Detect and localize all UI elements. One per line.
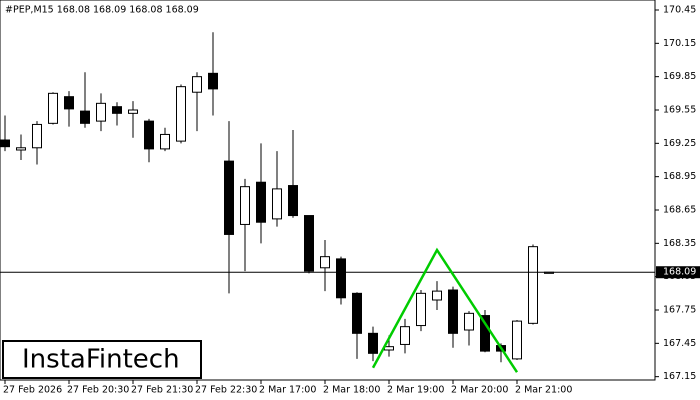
x-tick-label: 2 Mar 18:00 xyxy=(323,385,380,396)
candle-body xyxy=(160,133,170,150)
candle-body xyxy=(224,160,234,235)
candle-body xyxy=(480,315,490,352)
candle-body xyxy=(96,102,106,122)
pattern-line xyxy=(371,247,519,373)
y-tick-label: 169.55 xyxy=(663,105,696,116)
candle-body xyxy=(32,123,42,149)
y-tick-label: 168.65 xyxy=(663,205,696,216)
candle-body xyxy=(352,292,362,334)
candle-body xyxy=(336,258,346,299)
x-tick-label: 2 Mar 21:00 xyxy=(515,385,572,396)
candle-body xyxy=(80,110,90,124)
y-tick-label: 170.45 xyxy=(663,5,696,16)
candle-body xyxy=(16,147,26,151)
candle-body xyxy=(448,289,458,334)
candle-body xyxy=(288,185,298,217)
candle-body xyxy=(48,92,58,124)
watermark-box xyxy=(2,340,202,379)
candle-body xyxy=(112,106,122,114)
y-tick-label: 167.45 xyxy=(663,338,696,349)
candle-body xyxy=(320,256,330,269)
candle-body xyxy=(176,86,186,142)
x-tick-label: 2 Mar 17:00 xyxy=(259,385,316,396)
candle-body xyxy=(432,290,442,301)
candle-body xyxy=(400,326,410,345)
candle-body xyxy=(240,186,250,225)
watermark: InstaFintech xyxy=(22,345,180,375)
y-tick-label: 169.25 xyxy=(663,138,696,149)
plot-frame xyxy=(0,0,656,381)
y-tick-label: 167.75 xyxy=(663,305,696,316)
candle-body xyxy=(64,96,74,110)
y-tick-label: 170.15 xyxy=(663,38,696,49)
candle-body xyxy=(464,312,474,331)
x-tick-label: 2 Mar 20:00 xyxy=(451,385,508,396)
candle-body xyxy=(368,332,378,354)
last-price-box xyxy=(656,266,700,279)
candle-body xyxy=(0,139,10,148)
candle-body xyxy=(256,181,266,223)
x-tick-label: 27 Feb 2026 xyxy=(3,385,62,396)
candle-body xyxy=(192,76,202,93)
candle-body xyxy=(208,72,218,90)
chart-header: #PEP,M15 168.08 168.09 168.08 168.09 xyxy=(5,5,199,16)
last-price-label: 168.09 xyxy=(663,267,696,278)
candle-body xyxy=(512,320,522,360)
candle-body xyxy=(304,215,314,272)
candle-body xyxy=(384,346,394,351)
x-tick-label: 27 Feb 22:30 xyxy=(195,385,257,396)
x-tick-label: 2 Mar 19:00 xyxy=(387,385,444,396)
candle-body xyxy=(144,120,154,150)
x-tick-label: 27 Feb 20:30 xyxy=(67,385,129,396)
candle-body xyxy=(272,188,282,220)
candle-body xyxy=(528,246,538,324)
candle-body xyxy=(416,292,426,327)
y-tick-label: 168.35 xyxy=(663,238,696,249)
y-tick-label: 167.15 xyxy=(663,371,696,382)
y-tick-label: 169.85 xyxy=(663,71,696,82)
x-tick-label: 27 Feb 21:30 xyxy=(131,385,193,396)
y-tick-label: 168.95 xyxy=(663,171,696,182)
candle-body xyxy=(128,109,138,114)
